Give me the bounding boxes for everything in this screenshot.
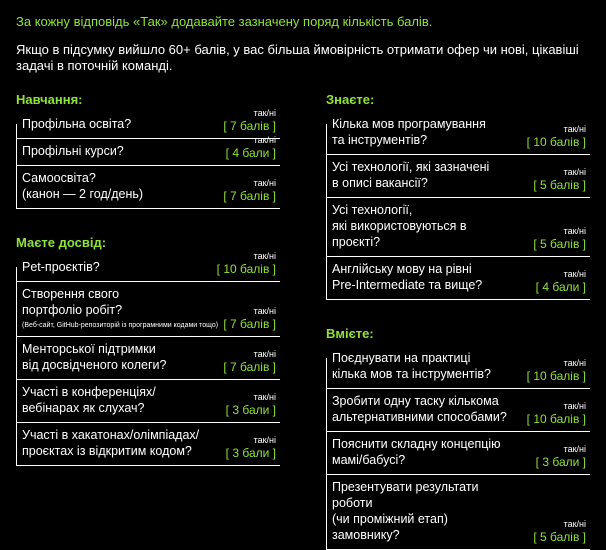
section-title: Знаєте: xyxy=(326,92,375,107)
question-note: (Веб-сайт, GitHub-репозиторій із програм… xyxy=(22,322,219,329)
question-text: Зробити одну таску кількома альтернативн… xyxy=(332,394,507,424)
yes-no-label: так/ні xyxy=(563,519,586,529)
points-badge: [ 7 балів ] xyxy=(223,189,276,203)
intro: За кожну відповідь «Так» додавайте зазна… xyxy=(16,14,596,74)
question-item: Участі в хакатонах/олімпіадах/ проєктах … xyxy=(16,423,280,466)
section-title: Маєте досвід: xyxy=(16,235,107,250)
yes-no-label: так/ні xyxy=(563,444,586,454)
points-badge: [ 5 балів ] xyxy=(533,178,586,192)
yes-no-label: так/ні xyxy=(563,167,586,177)
question-item: Створення свого портфоліо робіт? (Веб-сай… xyxy=(16,282,280,337)
question-list: Профільна освіта? так/ні[ 7 балів ] Профіл… xyxy=(16,108,280,209)
question-list: Кілька мов програмування та інструментів… xyxy=(326,112,590,300)
question-item: Менторської підтримки від досвідченого к… xyxy=(16,337,280,380)
question-item: Зробити одну таску кількома альтернативн… xyxy=(326,389,590,432)
yes-no-label: так/ні xyxy=(253,349,276,359)
yes-no-label: так/ні xyxy=(563,124,586,134)
points-badge: [ 3 бали ] xyxy=(225,446,276,460)
points-badge: [ 3 бали ] xyxy=(535,455,586,469)
points-badge: [ 10 балів ] xyxy=(526,369,586,383)
yes-no-label: так/ні xyxy=(253,178,276,188)
question-text: Пояснити складну концепцію мамі/бабусі? xyxy=(332,437,501,467)
yes-no-label: так/ні xyxy=(563,226,586,236)
yes-no-label: так/ні xyxy=(563,358,586,368)
points-badge: [ 10 балів ] xyxy=(216,262,276,276)
question-text: Усі технології, які зазначені в описі ва… xyxy=(332,160,490,190)
question-item: Усі технології, які зазначені в описі ва… xyxy=(326,155,590,198)
question-text: Кілька мов програмування та інструментів… xyxy=(332,117,486,147)
question-text: Менторської підтримки від досвідченого к… xyxy=(22,342,167,372)
yes-no-label: так/ні xyxy=(563,401,586,411)
section-title: Вмієте: xyxy=(326,326,374,341)
question-text: Самоосвіта? (канон — 2 год/день) xyxy=(22,171,144,201)
question-item: Участі в конференціях/ вебінарах як слух… xyxy=(16,380,280,423)
question-text: Створення свого портфоліо робіт? xyxy=(22,287,123,317)
question-item: Pet-проєктів? так/ні[ 10 балів ] xyxy=(16,251,280,282)
question-item: Усі технології, які використовуються в п… xyxy=(326,198,590,257)
question-text: Профільні курси? xyxy=(22,144,124,158)
yes-no-label: так/ні xyxy=(253,135,276,145)
question-item: Англійську мову на рівні Pre-Intermediat… xyxy=(326,257,590,300)
question-text: Участі в хакатонах/олімпіадах/ проєктах … xyxy=(22,428,200,458)
points-badge: [ 7 балів ] xyxy=(223,360,276,374)
question-text: Усі технології, які використовуються в п… xyxy=(332,203,467,249)
section-experience: Маєте досвід: Pet-проєктів? так/ні[ 10 ба… xyxy=(16,235,280,466)
question-item: Презентувати результати роботи (чи промі… xyxy=(326,475,590,550)
question-item: Профільні курси? так/ні[ 4 бали ] xyxy=(16,135,280,166)
question-item: Пояснити складну концепцію мамі/бабусі? т… xyxy=(326,432,590,475)
question-item: Поєднувати на практиці кілька мов та інс… xyxy=(326,346,590,389)
yes-no-label: так/ні xyxy=(253,435,276,445)
section-knowledge: Знаєте: Кілька мов програмування та інст… xyxy=(326,92,590,300)
points-badge: [ 7 балів ] xyxy=(223,119,276,133)
points-badge: [ 4 бали ] xyxy=(225,146,276,160)
yes-no-label: так/ні xyxy=(253,392,276,402)
yes-no-label: так/ні xyxy=(563,269,586,279)
intro-instruction: За кожну відповідь «Так» додавайте зазна… xyxy=(16,14,433,29)
question-text: Участі в конференціях/ вебінарах як слух… xyxy=(22,385,156,415)
points-badge: [ 7 балів ] xyxy=(223,317,276,331)
points-badge: [ 3 бали ] xyxy=(225,403,276,417)
points-badge: [ 5 балів ] xyxy=(533,530,586,544)
question-list: Поєднувати на практиці кілька мов та інс… xyxy=(326,346,590,550)
section-title: Навчання: xyxy=(16,92,83,107)
points-badge: [ 10 балів ] xyxy=(526,412,586,426)
points-badge: [ 10 балів ] xyxy=(526,135,586,149)
question-text: Профільна освіта? xyxy=(22,117,132,131)
question-item: Самоосвіта? (канон — 2 год/день) так/ні[ … xyxy=(16,166,280,209)
intro-note: Якщо в підсумку вийшло 60+ балів, у вас … xyxy=(16,42,579,73)
question-text: Pet-проєктів? xyxy=(22,260,100,274)
points-badge: [ 5 балів ] xyxy=(533,237,586,251)
points-badge: [ 4 бали ] xyxy=(535,280,586,294)
right-column: Знаєте: Кілька мов програмування та інст… xyxy=(326,92,590,550)
question-item: Кілька мов програмування та інструментів… xyxy=(326,112,590,155)
yes-no-label: так/ні xyxy=(253,306,276,316)
question-text: Англійську мову на рівні Pre-Intermediat… xyxy=(332,262,483,292)
section-skills: Вмієте: Поєднувати на практиці кілька мо… xyxy=(326,326,590,550)
question-item: Профільна освіта? так/ні[ 7 балів ] xyxy=(16,108,280,139)
question-list: Pet-проєктів? так/ні[ 10 балів ] Створення… xyxy=(16,251,280,466)
section-education: Навчання: Профільна освіта? так/ні[ 7 бал… xyxy=(16,92,280,209)
question-text: Поєднувати на практиці кілька мов та інс… xyxy=(332,351,492,381)
yes-no-label: так/ні xyxy=(253,108,276,118)
left-column: Навчання: Профільна освіта? так/ні[ 7 бал… xyxy=(16,92,280,466)
yes-no-label: так/ні xyxy=(253,251,276,261)
